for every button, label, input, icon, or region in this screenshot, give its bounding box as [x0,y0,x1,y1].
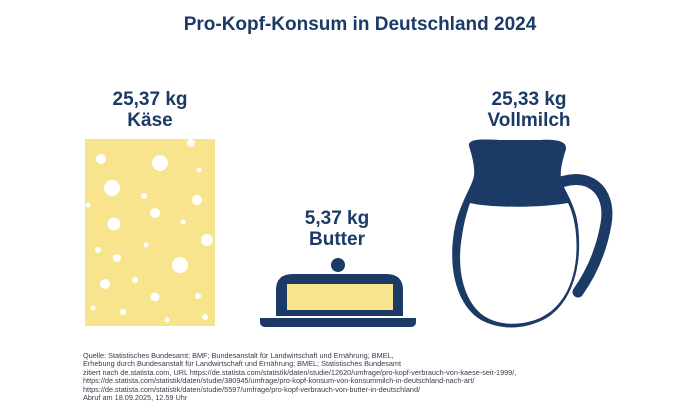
cheese-hole [172,257,188,273]
butter-dish-icon [260,258,416,327]
milk-jug-icon [452,139,613,328]
butter-dish-plate [260,318,416,327]
cheese-hole [192,195,202,205]
source-line: https://de.statista.com/statistik/daten/… [83,384,421,394]
cheese-hole [150,292,160,302]
source-note: Quelle: Statistisches Bundesamt; BMF; Bu… [83,351,683,403]
milk-label: 25,33 kg Vollmilch [454,89,604,131]
source-line: Quelle: Statistisches Bundesamt; BMF; Bu… [83,351,394,360]
cheese-hole [104,180,120,196]
cheese-hole [196,167,202,173]
cheese-hole [141,193,147,199]
chart-title: Pro-Kopf-Konsum in Deutschland 2024 [183,14,537,35]
cheese-hole [95,247,101,253]
butter-value-label: 5,37 kg [304,208,370,229]
cheese-hole [180,219,186,225]
milk-value-label: 25,33 kg [491,89,567,110]
cheese-hole [152,155,168,171]
cheese-name-label: Käse [127,110,173,131]
source-line: Abruf am 18.09.2025, 12.59 Uhr [83,393,188,403]
cheese-hole [100,279,110,289]
cheese-value-label: 25,37 kg [112,89,188,110]
cheese-block [85,139,215,326]
butter-name-label: Butter [309,229,365,250]
cheese-hole [164,317,170,323]
cheese-hole [132,277,138,283]
cheese-hole [96,154,106,164]
cheese-hole [202,314,208,320]
cheese-hole [143,242,149,248]
cheese-hole [107,217,121,231]
cheese-hole [195,293,201,299]
cheese-hole [187,139,195,147]
source-line: zitiert nach de.statista.com, URL https:… [83,367,517,377]
source-line: https://de.statista.com/statistik/daten/… [83,376,475,386]
butter-dish-knob [331,258,345,272]
cheese-hole [90,305,96,311]
milk-name-label: Vollmilch [487,110,571,131]
cheese-hole [150,208,160,218]
butter-label: 5,37 kg Butter [272,208,402,250]
jug-handle [546,174,613,298]
cheese-hole [201,234,213,246]
cheese-hole [85,202,91,208]
source-line: Erhebung durch Bundesanstalt für Landwir… [83,359,402,369]
cheese-hole [120,309,126,315]
cheese-label: 25,37 kg Käse [85,89,215,131]
jug-milk [460,203,577,324]
butter-block [287,284,393,310]
cheese-hole [113,254,121,262]
cheese-icon [85,139,215,326]
